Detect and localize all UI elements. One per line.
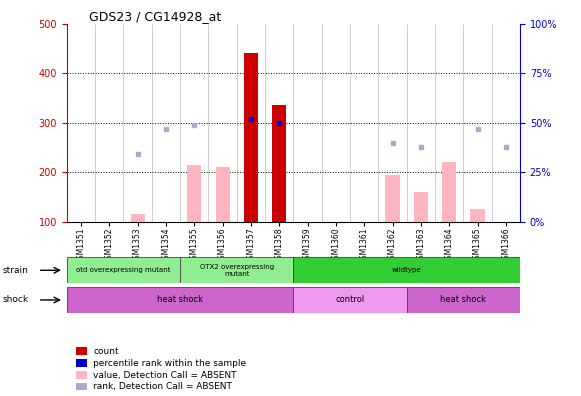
Text: value, Detection Call = ABSENT: value, Detection Call = ABSENT (93, 371, 236, 379)
Bar (385, 175, 400, 222)
Bar (76, 383, 87, 390)
Bar (293, 257, 520, 283)
Text: count: count (93, 347, 119, 356)
Bar (293, 287, 407, 313)
Bar (414, 192, 428, 222)
Bar (442, 162, 456, 222)
Bar (67, 287, 293, 313)
Bar (180, 257, 293, 283)
Text: rank, Detection Call = ABSENT: rank, Detection Call = ABSENT (93, 383, 232, 391)
Bar (76, 359, 87, 367)
Text: heat shock: heat shock (157, 295, 203, 305)
Text: control: control (335, 295, 365, 305)
Bar (76, 347, 87, 355)
Bar (471, 209, 485, 222)
Text: OTX2 overexpressing
mutant: OTX2 overexpressing mutant (200, 264, 274, 277)
Text: heat shock: heat shock (440, 295, 486, 305)
Bar (67, 257, 180, 283)
Bar (272, 105, 286, 222)
Text: otd overexpressing mutant: otd overexpressing mutant (76, 267, 171, 273)
Bar (216, 167, 229, 222)
Bar (244, 53, 258, 222)
Text: shock: shock (3, 295, 29, 305)
Text: percentile rank within the sample: percentile rank within the sample (93, 359, 246, 368)
Text: GDS23 / CG14928_at: GDS23 / CG14928_at (89, 10, 222, 23)
Bar (407, 287, 520, 313)
Bar (76, 371, 87, 379)
Text: strain: strain (3, 266, 29, 275)
Text: wildtype: wildtype (392, 267, 421, 273)
Bar (131, 214, 145, 222)
Bar (187, 165, 202, 222)
